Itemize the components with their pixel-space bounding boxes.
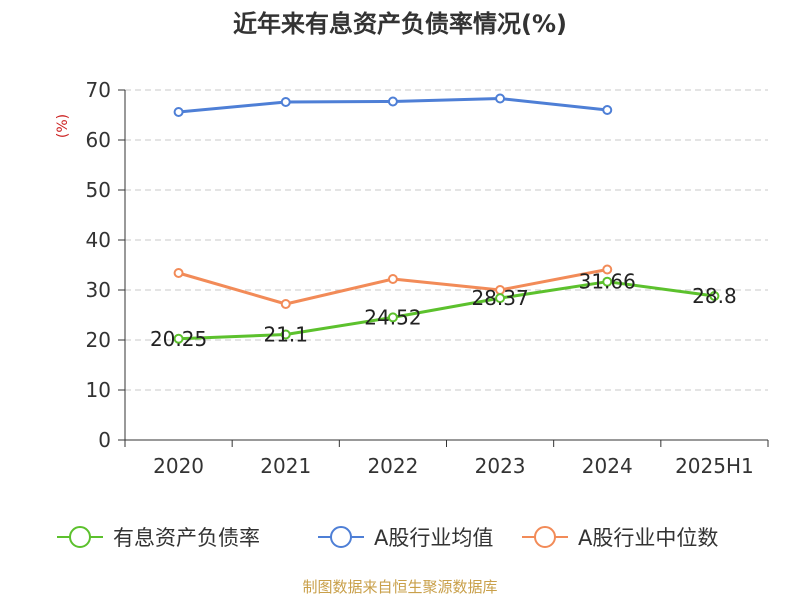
y-tick-label: 40: [86, 228, 111, 252]
x-tick-label: 2021: [260, 454, 311, 478]
series-point: [602, 105, 613, 115]
y-tick-label: 70: [86, 78, 111, 102]
series-point: [280, 299, 291, 309]
legend-marker: [69, 526, 91, 548]
series-point: [173, 268, 184, 278]
data-label: 21.1: [263, 323, 308, 347]
y-tick-label: 30: [86, 278, 111, 302]
legend-label: 有息资产负债率: [113, 526, 260, 550]
series-point: [387, 96, 398, 107]
x-tick-label: 2024: [582, 454, 633, 478]
series-point: [602, 264, 613, 275]
legend-label: A股行业均值: [374, 526, 493, 550]
series-layer: [173, 93, 720, 344]
x-tick-labels: 2020 2021 2022 2023 2024 2025H1: [153, 454, 754, 478]
series-point: [709, 291, 720, 301]
data-label: 28.8: [692, 284, 737, 308]
x-tick-label: 2022: [367, 454, 418, 478]
series-point: [173, 333, 184, 344]
x-tick-label: 2025H1: [675, 454, 754, 478]
y-tick-labels: 0 10 20 30 40 50 60 70: [86, 78, 111, 452]
series-point: [602, 276, 613, 287]
y-tick-label: 50: [86, 178, 111, 202]
series-point: [387, 274, 398, 284]
x-tick-label: 2020: [153, 454, 204, 478]
grid-lines: [125, 89, 768, 391]
series-point: [495, 93, 506, 104]
data-label: 20.25: [150, 327, 207, 351]
data-labels: 20.25 21.1 24.52 28.37 31.66 28.8: [150, 270, 737, 351]
y-tick-label: 60: [86, 128, 111, 152]
series-point: [173, 107, 184, 117]
data-label: 31.66: [579, 270, 636, 294]
legend-marker: [534, 526, 556, 548]
y-tick-label: 20: [86, 328, 111, 352]
series-point: [495, 293, 506, 304]
series-point: [387, 312, 398, 323]
data-label: 24.52: [364, 305, 421, 329]
legend: 有息资产负债率 A股行业均值 A股行业中位数: [57, 526, 718, 550]
x-tick-label: 2023: [475, 454, 526, 478]
legend-marker: [330, 526, 352, 548]
source-note: 制图数据来自恒生聚源数据库: [302, 578, 497, 596]
y-tick-label: 10: [86, 378, 111, 402]
y-tick-label: 0: [98, 428, 111, 452]
y-axis-unit-label: (%): [55, 114, 71, 138]
chart-title: 近年来有息资产负债率情况(%): [233, 10, 567, 38]
series-point: [280, 329, 291, 340]
data-label: 28.37: [471, 286, 528, 310]
series-line: [178, 280, 715, 341]
series-point: [280, 97, 291, 107]
axes: [118, 89, 769, 447]
legend-label: A股行业中位数: [578, 526, 718, 550]
